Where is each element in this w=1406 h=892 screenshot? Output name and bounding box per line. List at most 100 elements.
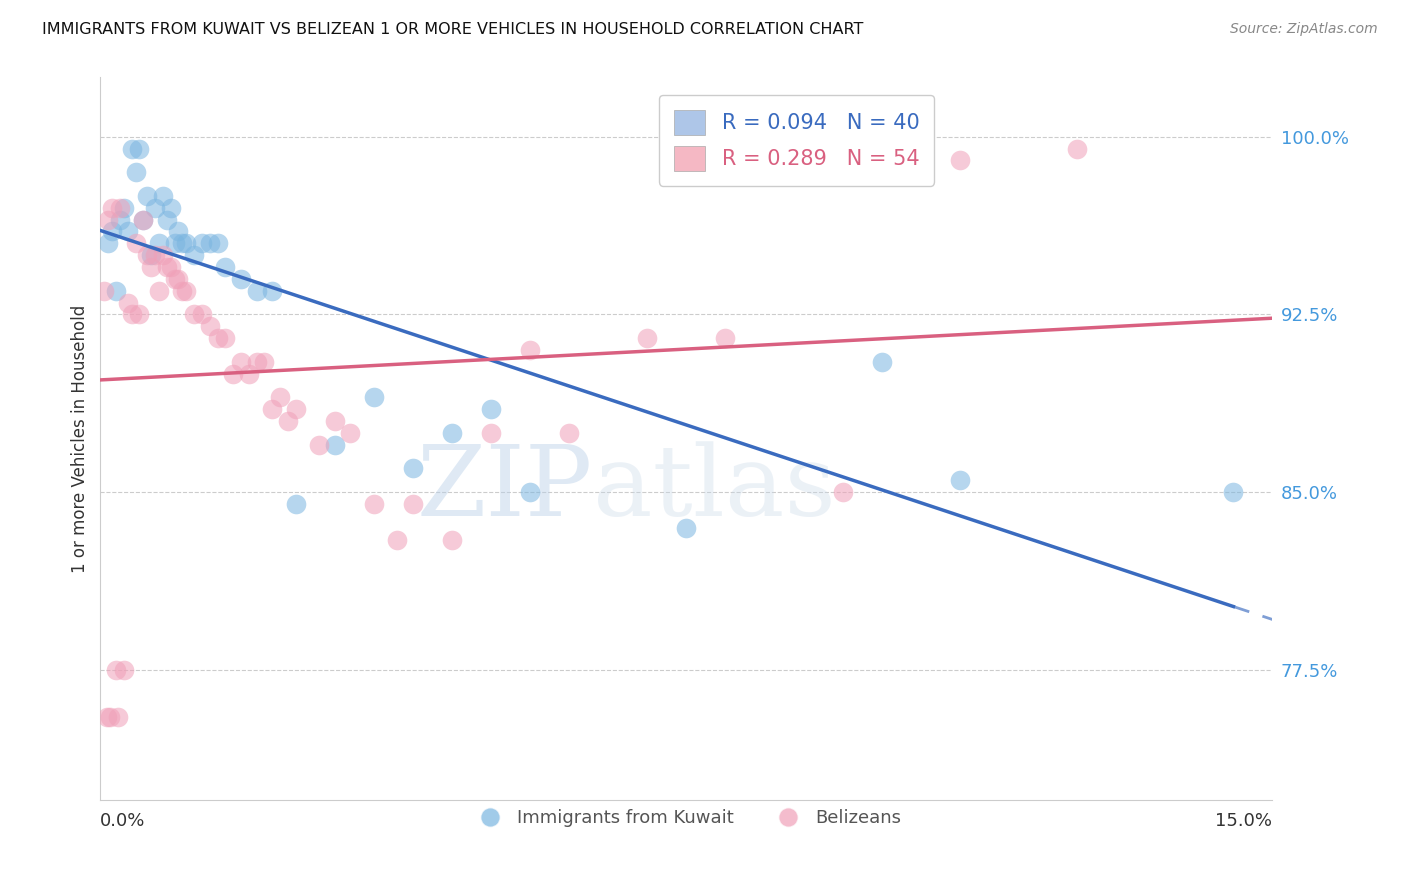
Point	[949, 473, 972, 487]
Point	[949, 153, 972, 168]
Point	[121, 307, 143, 321]
Point	[124, 236, 146, 251]
Point	[108, 201, 131, 215]
Point	[519, 485, 541, 500]
Point	[136, 189, 159, 203]
Point	[98, 710, 121, 724]
Text: atlas: atlas	[593, 442, 835, 537]
Point	[117, 225, 139, 239]
Point	[156, 212, 179, 227]
Point	[112, 201, 135, 215]
Point	[479, 425, 502, 440]
Point	[132, 212, 155, 227]
Point	[402, 497, 425, 511]
Point	[152, 248, 174, 262]
Point	[870, 355, 893, 369]
Point	[176, 236, 198, 251]
Point	[128, 142, 150, 156]
Point	[163, 272, 186, 286]
Point	[159, 201, 181, 215]
Point	[148, 236, 170, 251]
Point	[112, 663, 135, 677]
Point	[107, 710, 129, 724]
Point	[101, 225, 124, 239]
Point	[176, 284, 198, 298]
Point	[440, 425, 463, 440]
Point	[479, 402, 502, 417]
Point	[159, 260, 181, 274]
Point	[363, 497, 385, 511]
Point	[675, 521, 697, 535]
Text: 15.0%: 15.0%	[1215, 812, 1272, 830]
Point	[97, 212, 120, 227]
Y-axis label: 1 or more Vehicles in Household: 1 or more Vehicles in Household	[72, 305, 89, 573]
Point	[198, 319, 221, 334]
Point	[284, 402, 307, 417]
Point	[163, 236, 186, 251]
Point	[229, 355, 252, 369]
Text: IMMIGRANTS FROM KUWAIT VS BELIZEAN 1 OR MORE VEHICLES IN HOUSEHOLD CORRELATION C: IMMIGRANTS FROM KUWAIT VS BELIZEAN 1 OR …	[42, 22, 863, 37]
Point	[308, 438, 330, 452]
Point	[132, 212, 155, 227]
Point	[519, 343, 541, 357]
Point	[167, 272, 190, 286]
Point	[139, 260, 162, 274]
Legend: Immigrants from Kuwait, Belizeans: Immigrants from Kuwait, Belizeans	[464, 802, 908, 835]
Point	[262, 284, 284, 298]
Text: ZIP: ZIP	[416, 442, 593, 537]
Point	[246, 284, 269, 298]
Point	[207, 331, 229, 345]
Point	[191, 307, 214, 321]
Point	[222, 367, 245, 381]
Point	[124, 165, 146, 179]
Point	[636, 331, 658, 345]
Point	[172, 236, 194, 251]
Point	[117, 295, 139, 310]
Point	[323, 438, 346, 452]
Point	[277, 414, 299, 428]
Point	[108, 212, 131, 227]
Point	[558, 425, 581, 440]
Point	[229, 272, 252, 286]
Point	[139, 248, 162, 262]
Point	[136, 248, 159, 262]
Point	[284, 497, 307, 511]
Point	[214, 260, 236, 274]
Point	[246, 355, 269, 369]
Point	[172, 284, 194, 298]
Point	[269, 390, 291, 404]
Point	[128, 307, 150, 321]
Point	[198, 236, 221, 251]
Point	[191, 236, 214, 251]
Text: 0.0%: 0.0%	[100, 812, 146, 830]
Point	[402, 461, 425, 475]
Point	[167, 225, 190, 239]
Point	[207, 236, 229, 251]
Point	[183, 248, 205, 262]
Point	[93, 284, 115, 298]
Point	[387, 533, 409, 547]
Point	[339, 425, 361, 440]
Point	[323, 414, 346, 428]
Point	[96, 710, 118, 724]
Point	[148, 284, 170, 298]
Point	[104, 284, 127, 298]
Point	[1066, 142, 1088, 156]
Point	[152, 189, 174, 203]
Point	[253, 355, 276, 369]
Point	[363, 390, 385, 404]
Point	[238, 367, 260, 381]
Point	[104, 663, 127, 677]
Point	[183, 307, 205, 321]
Point	[121, 142, 143, 156]
Point	[262, 402, 284, 417]
Text: Source: ZipAtlas.com: Source: ZipAtlas.com	[1230, 22, 1378, 37]
Point	[1222, 485, 1244, 500]
Point	[97, 236, 120, 251]
Point	[831, 485, 853, 500]
Point	[156, 260, 179, 274]
Point	[214, 331, 236, 345]
Point	[143, 248, 166, 262]
Point	[440, 533, 463, 547]
Point	[143, 201, 166, 215]
